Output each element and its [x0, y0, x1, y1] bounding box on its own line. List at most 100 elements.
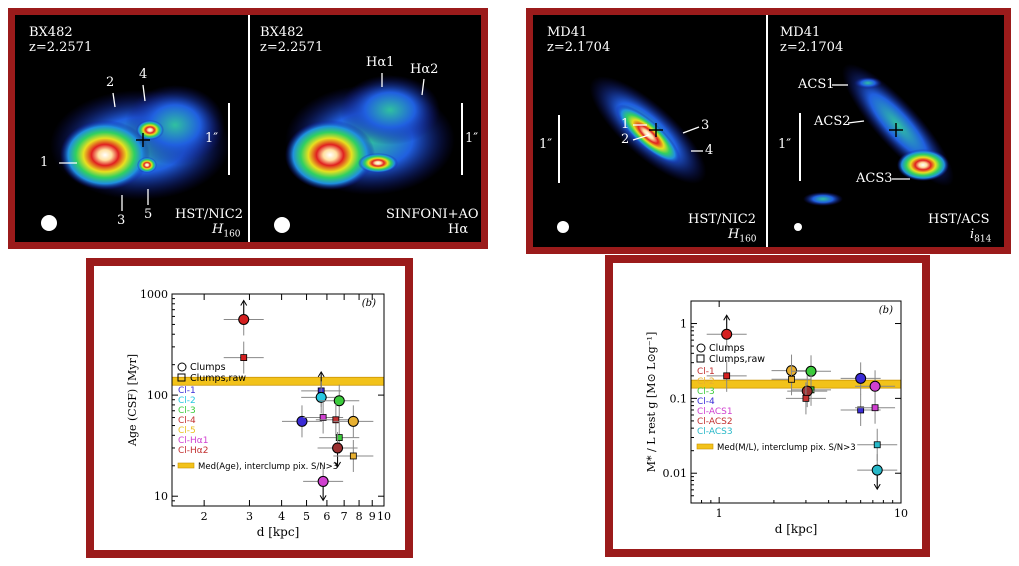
y-axis-label: M* / L rest g [M⊙ L⊙g⁻¹]	[645, 332, 658, 472]
clump-raw-point	[240, 354, 248, 361]
panel-redshift: z=2.2571	[260, 40, 324, 55]
clump-raw-point	[319, 414, 327, 421]
legend-median: Med(Age), interclump pix. S/N>3	[198, 462, 338, 472]
legend-entry: Cl-2	[697, 377, 715, 387]
x-tick-label: 7	[341, 510, 348, 523]
bx482-image-frame: BX482 z=2.2571 1 2 3 4 5 1″ HST/NIC2 H16…	[8, 8, 488, 249]
instrument-label: SINFONI+AO	[386, 207, 479, 222]
filter-label: H160	[212, 222, 241, 242]
legend-circle-marker	[177, 362, 187, 372]
legend-entry: Cl-Hα2	[178, 446, 208, 456]
clump-label-5: 5	[144, 207, 153, 222]
panel-divider	[766, 15, 768, 247]
y-tick-label: 100	[147, 389, 168, 402]
legend-median: Med(M/L), interclump pix. S/N>3	[717, 443, 856, 453]
y-tick-label: 0.1	[670, 392, 688, 405]
clump-point	[333, 395, 345, 407]
filter-label: i814	[970, 227, 991, 247]
legend-band-swatch	[696, 443, 714, 450]
clump-point	[721, 328, 733, 340]
clump-point	[296, 415, 308, 427]
md41-nic2-image	[557, 76, 707, 233]
age-vs-distance-plot-frame: 2 3 4 5 6 7 8 9 10 10 100 1000 d [kpc] Age (CSF) [Myr…	[86, 258, 413, 558]
y-tick-label: 1000	[140, 288, 168, 301]
legend-entry: Cl-5	[178, 426, 196, 436]
legend-clumps-raw: Clumps,raw	[190, 373, 246, 384]
x-tick-label: 6	[323, 510, 330, 523]
clump-point	[855, 372, 867, 384]
legend-entry: Cl-ACS2	[697, 417, 733, 427]
x-tick-label: 2	[201, 510, 208, 523]
legend-band-swatch	[177, 462, 195, 469]
clump-point	[871, 464, 883, 476]
bx482-nic2-panel: BX482 z=2.2571 1 2 3 4 5 1″ HST/NIC2 H16…	[15, 15, 248, 242]
filter-subscript: 160	[223, 229, 241, 240]
clump-label-3: 3	[701, 118, 710, 133]
panel-object-name: MD41	[780, 25, 821, 40]
legend-entry: Cl-2	[178, 396, 196, 406]
md41-nic2-panel: MD41 z=2.1704 1 2 3 4 1″ HST/NIC2 H160	[533, 15, 766, 247]
x-tick-label: 8	[356, 510, 363, 523]
legend-entry: Cl-1	[178, 386, 196, 396]
clump-label-1: 1	[40, 155, 49, 170]
clump-label-1: 1	[621, 117, 630, 132]
y-tick-label: 0.01	[663, 467, 688, 480]
clump-raw-point	[335, 434, 343, 441]
x-tick-label: 10	[377, 510, 391, 523]
x-tick-label: 1	[716, 507, 723, 520]
clump-label-4: 4	[139, 67, 148, 82]
ml-vs-distance-plot-frame: 1 10 0.01 0.1 1 d [kpc] M* / L rest g [M⊙ L⊙g⁻…	[605, 255, 930, 557]
y-tick-label: 10	[154, 490, 168, 503]
legend-entry: Cl-4	[178, 416, 196, 426]
filter-label: H160	[728, 227, 757, 247]
clump-label-acs3: ACS3	[856, 171, 893, 186]
panel-label: (b)	[879, 305, 893, 316]
legend-entry: Cl-ACS1	[697, 407, 733, 417]
clump-label-4: 4	[705, 143, 714, 158]
x-tick-label: 9	[369, 510, 376, 523]
clump-raw-point	[857, 406, 865, 414]
x-tick-label: 5	[303, 510, 310, 523]
x-tick-label: 10	[894, 507, 908, 520]
scale-bar-label: 1″	[465, 131, 479, 146]
upper-limit-arrowhead	[723, 314, 731, 321]
clump-label-2: 2	[106, 75, 115, 90]
panel-divider	[248, 15, 250, 242]
clump-label-acs2: ACS2	[814, 114, 851, 129]
legend-entry: Cl-3	[697, 387, 715, 397]
filter-label: Hα	[448, 222, 469, 237]
y-tick-label: 1	[680, 318, 687, 331]
panel-object-name: BX482	[29, 25, 73, 40]
x-axis-label: d [kpc]	[775, 522, 818, 536]
upper-limit-arrowhead	[317, 370, 325, 378]
legend-entry: Cl-4	[697, 397, 715, 407]
legend-circle-marker	[696, 343, 706, 353]
clump-point	[317, 475, 329, 487]
filter-letter: i	[970, 227, 975, 242]
legend-square-marker	[177, 373, 186, 382]
clump-label-ha1: Hα1	[366, 55, 395, 70]
panel-object-name: MD41	[547, 25, 588, 40]
instrument-label: HST/NIC2	[175, 207, 244, 222]
plot-axes-box	[171, 293, 385, 507]
legend-clumps: Clumps	[190, 362, 226, 373]
panel-redshift: z=2.2571	[29, 40, 93, 55]
bx482-nic2-image	[41, 84, 230, 231]
clump-raw-point	[788, 375, 795, 383]
filter-subscript: 814	[974, 234, 992, 245]
panel-redshift: z=2.1704	[547, 40, 611, 55]
clump-raw-point	[802, 394, 810, 402]
legend-clumps-raw: Clumps,raw	[709, 354, 765, 365]
clump-label-2: 2	[621, 132, 630, 147]
scale-bar-label: 1″	[205, 131, 219, 146]
clump-point	[315, 391, 327, 403]
clump-raw-point	[723, 372, 731, 380]
panel-redshift: z=2.1704	[780, 40, 844, 55]
clump-point	[332, 442, 344, 454]
clump-label-ha2: Hα2	[410, 62, 439, 77]
median-band	[172, 377, 384, 386]
lower-limit-arrowhead	[873, 483, 881, 491]
md41-acs-panel: MD41 z=2.1704 ACS1 ACS2 ACS3 1″ HST/ACS …	[768, 15, 1004, 247]
clump-point	[801, 385, 813, 397]
md41-acs-image	[794, 63, 954, 231]
